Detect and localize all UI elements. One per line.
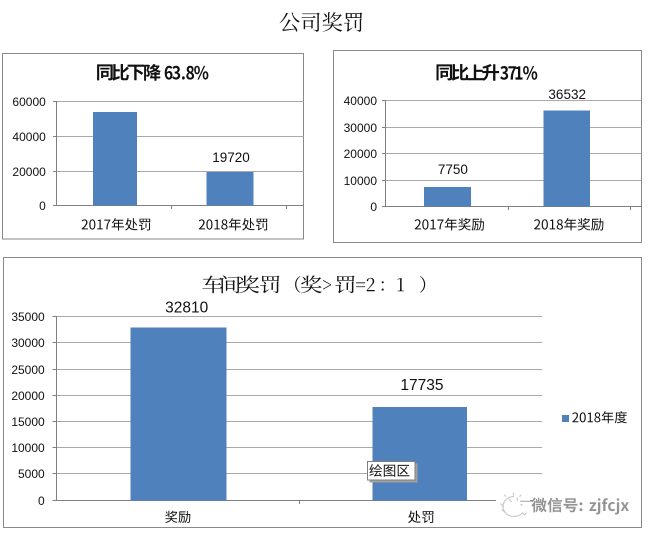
svg-text:20000: 20000 [12, 165, 46, 179]
svg-text:30000: 30000 [11, 336, 45, 350]
svg-text:25000: 25000 [11, 363, 45, 377]
svg-text:20000: 20000 [344, 147, 378, 161]
svg-text:10000: 10000 [11, 441, 45, 455]
svg-text:0: 0 [39, 199, 46, 213]
svg-text:60000: 60000 [12, 95, 46, 109]
svg-text:10000: 10000 [344, 174, 378, 188]
svg-text:15000: 15000 [11, 415, 45, 429]
svg-text:32810: 32810 [165, 300, 208, 317]
svg-text:5000: 5000 [18, 467, 45, 481]
svg-text:30000: 30000 [344, 121, 378, 135]
svg-text:19720: 19720 [212, 150, 250, 165]
svg-text:40000: 40000 [344, 94, 378, 108]
svg-text:20000: 20000 [11, 389, 45, 403]
svg-text:40000: 40000 [12, 130, 46, 144]
svg-text:0: 0 [370, 200, 377, 214]
svg-text:7750: 7750 [438, 162, 468, 177]
svg-text:36532: 36532 [548, 87, 586, 102]
svg-text:17735: 17735 [400, 377, 443, 394]
svg-text:35000: 35000 [11, 310, 45, 324]
svg-text:0: 0 [38, 494, 45, 508]
